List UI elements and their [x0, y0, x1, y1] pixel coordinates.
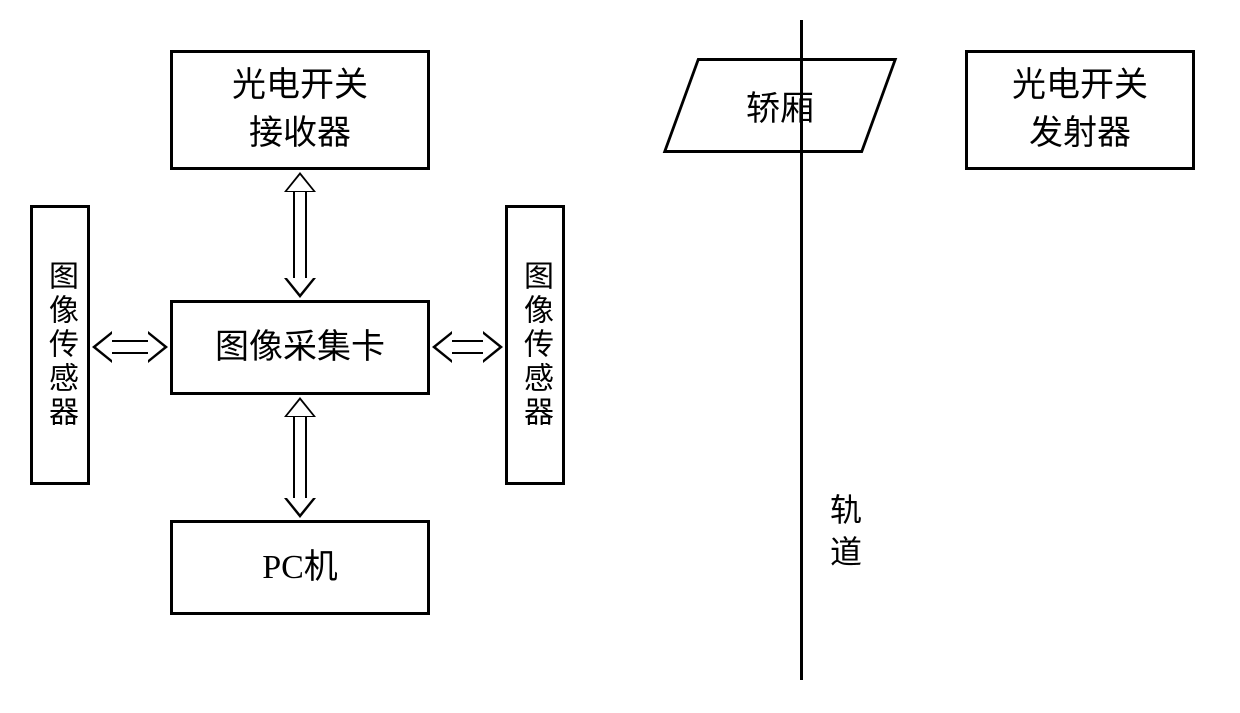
capture-card-label: 图像采集卡 — [215, 324, 385, 372]
capture-card-box: 图像采集卡 — [170, 300, 430, 395]
sensor-left-label: 图像传感器 — [39, 260, 81, 430]
emitter-box: 光电开关 发射器 — [965, 50, 1195, 170]
receiver-box: 光电开关 接收器 — [170, 50, 430, 170]
sensor-right-label: 图像传感器 — [514, 260, 556, 430]
track-line — [800, 20, 803, 680]
receiver-label: 光电开关 接收器 — [232, 62, 368, 157]
track-label: 轨道 — [830, 490, 870, 573]
car-label: 轿厢 — [746, 81, 814, 130]
pc-label: PC机 — [262, 544, 338, 592]
sensor-left-box: 图像传感器 — [30, 205, 90, 485]
car-box: 轿厢 — [663, 58, 898, 153]
pc-box: PC机 — [170, 520, 430, 615]
emitter-label: 光电开关 发射器 — [1012, 62, 1148, 157]
sensor-right-box: 图像传感器 — [505, 205, 565, 485]
